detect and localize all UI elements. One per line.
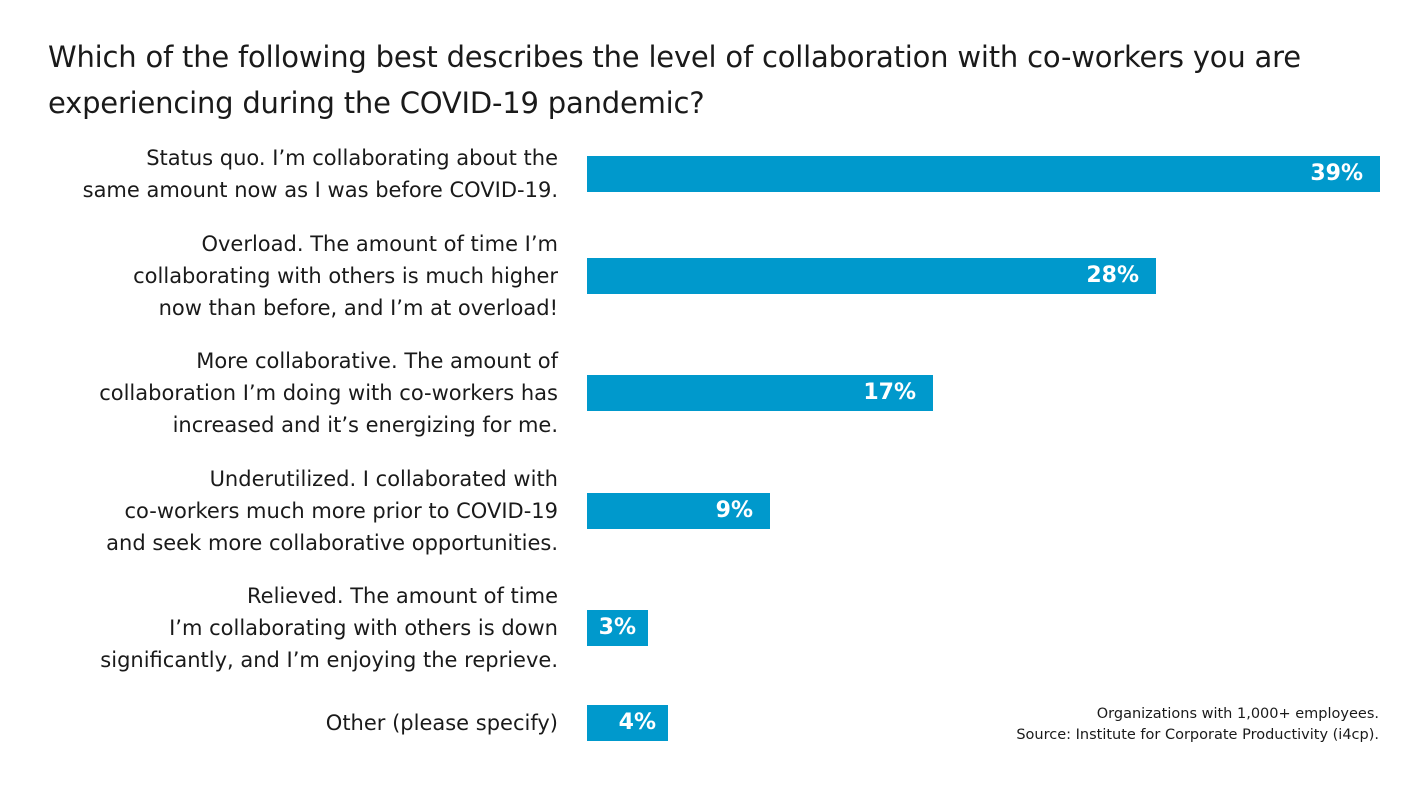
bar: 17% bbox=[587, 375, 933, 411]
bar-value-label: 17% bbox=[863, 380, 916, 405]
bar: 3% bbox=[587, 610, 648, 646]
category-label: Other (please specify) bbox=[325, 711, 558, 735]
bar-value-label: 39% bbox=[1310, 161, 1363, 186]
bar: 4% bbox=[587, 705, 668, 741]
chart-title: Which of the following best describes th… bbox=[48, 40, 1301, 120]
category-label: Underutilized. I collaborated with co-wo… bbox=[106, 467, 558, 555]
category-label: More collaborative. The amount of collab… bbox=[99, 349, 558, 437]
bar-value-label: 4% bbox=[618, 710, 656, 735]
source-note-line-2: Source: Institute for Corporate Producti… bbox=[1016, 727, 1379, 743]
category-label: Status quo. I’m collaborating about the … bbox=[82, 146, 558, 202]
category-label: Relieved. The amount of time I’m collabo… bbox=[100, 584, 558, 672]
bar: 28% bbox=[587, 258, 1156, 294]
bar-value-label: 3% bbox=[598, 615, 636, 640]
bar-value-label: 28% bbox=[1086, 263, 1139, 288]
source-note-line-1: Organizations with 1,000+ employees. bbox=[1096, 706, 1379, 722]
bar: 9% bbox=[587, 493, 770, 529]
source-note: Organizations with 1,000+ employees. Sou… bbox=[1016, 704, 1379, 746]
bar-value-label: 9% bbox=[715, 498, 753, 523]
bar: 39% bbox=[587, 156, 1380, 192]
category-label: Overload. The amount of time I’m collabo… bbox=[133, 232, 558, 320]
